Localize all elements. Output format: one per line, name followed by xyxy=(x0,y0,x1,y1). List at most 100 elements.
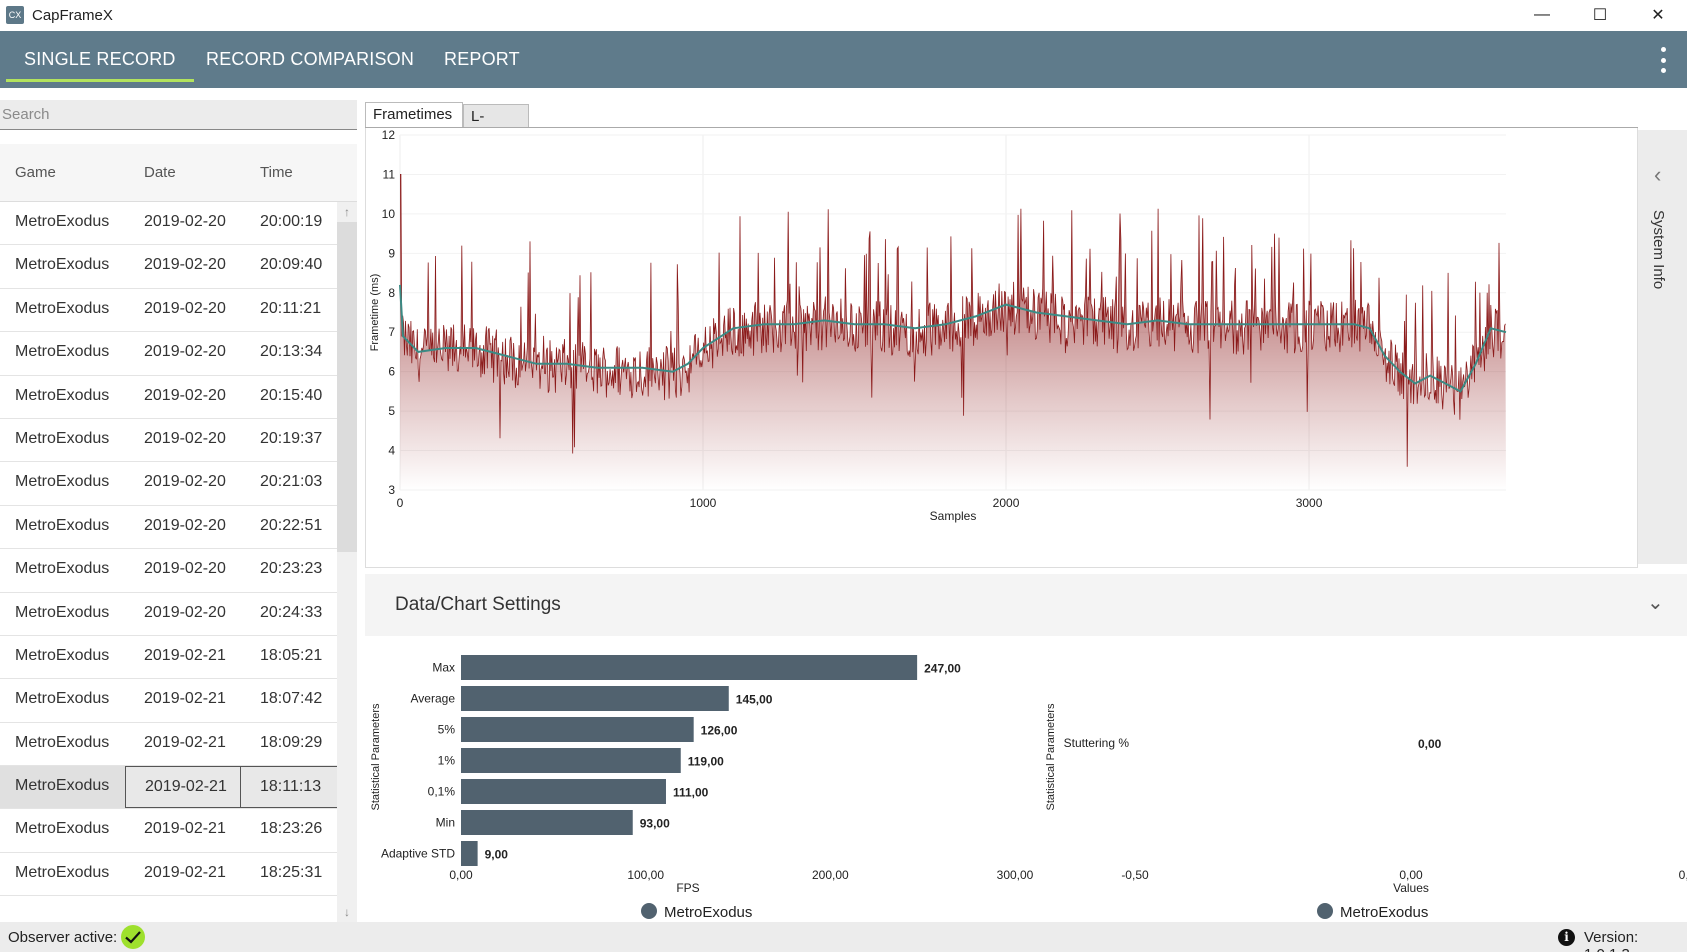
cell-time: 18:23:26 xyxy=(260,820,323,838)
x-tick-label: 3000 xyxy=(1296,496,1323,510)
system-info-panel[interactable]: ‹ System Info xyxy=(1638,130,1687,564)
category-label: 0,1% xyxy=(428,785,456,799)
frametime-chart[interactable]: 3 4 5 6 7 8 9 10 11 12 0 1000 2000 3000 Samples Frameti… xyxy=(365,128,1638,568)
minimize-button[interactable]: — xyxy=(1534,6,1550,23)
scroll-thumb[interactable] xyxy=(337,222,357,552)
table-row[interactable]: MetroExodus 2019-02-20 20:24:33 xyxy=(0,593,337,636)
tab-record-comparison[interactable]: RECORD COMPARISON xyxy=(206,49,415,69)
chevron-left-icon[interactable]: ‹ xyxy=(1654,162,1662,187)
cell-game: MetroExodus xyxy=(15,299,110,317)
scroll-down-icon[interactable]: ↓ xyxy=(344,905,350,919)
cell-time: 20:22:51 xyxy=(260,516,323,534)
chevron-down-icon[interactable]: ⌄ xyxy=(1647,592,1664,614)
cell-game: MetroExodus xyxy=(15,256,110,274)
x-tick-label: 0,00 xyxy=(449,868,473,882)
cell-date: 2019-02-21 xyxy=(125,766,247,809)
close-button[interactable]: ✕ xyxy=(1651,7,1665,24)
tab-report[interactable]: REPORT xyxy=(444,49,520,69)
system-info-label: System Info xyxy=(1650,210,1667,290)
cell-game: MetroExodus xyxy=(15,473,110,491)
column-header-date[interactable]: Date xyxy=(144,164,176,181)
table-row[interactable]: MetroExodus 2019-02-20 20:21:03 xyxy=(0,462,337,506)
cell-date: 2019-02-21 xyxy=(144,820,226,838)
table-row[interactable]: MetroExodus 2019-02-21 18:11:13 xyxy=(0,766,342,810)
x-axis-label: Samples xyxy=(930,509,977,523)
scroll-up-icon[interactable]: ↑ xyxy=(344,205,350,219)
tab-divider xyxy=(365,127,1638,128)
table-row[interactable]: MetroExodus 2019-02-20 20:13:34 xyxy=(0,332,337,376)
x-tick-label: -0,50 xyxy=(1121,868,1149,882)
table-row[interactable]: MetroExodus 2019-02-21 18:25:31 xyxy=(0,853,337,897)
legend-marker xyxy=(641,903,657,919)
cell-time: 20:11:21 xyxy=(260,299,322,317)
table-row[interactable]: MetroExodus 2019-02-20 20:09:40 xyxy=(0,245,337,289)
frametime-raw-series xyxy=(400,174,1506,467)
tab-frametimes[interactable]: Frametimes xyxy=(365,102,463,128)
frametime-moving-average xyxy=(399,284,1507,393)
list-scrollbar[interactable]: ↑ ↓ xyxy=(337,202,357,922)
legend-label: MetroExodus xyxy=(1340,904,1428,921)
table-row[interactable]: MetroExodus 2019-02-20 20:11:21 xyxy=(0,289,337,333)
value-label: 0,00 xyxy=(1418,737,1442,751)
cell-time: 18:07:42 xyxy=(260,690,323,708)
table-row[interactable]: MetroExodus 2019-02-20 20:15:40 xyxy=(0,376,337,419)
column-header-time[interactable]: Time xyxy=(260,164,293,181)
table-row[interactable]: MetroExodus 2019-02-21 18:07:42 xyxy=(0,679,337,723)
cell-date: 2019-02-20 xyxy=(144,213,226,230)
table-row[interactable]: MetroExodus 2019-02-20 20:19:37 xyxy=(0,419,337,463)
y-axis-label: Statistical Parameters xyxy=(370,703,382,810)
cell-time: 18:25:31 xyxy=(260,863,323,881)
x-tick-label: 1000 xyxy=(690,496,717,510)
category-label: Stuttering % xyxy=(1064,736,1130,750)
tab-l-shape[interactable]: L-shape xyxy=(463,104,529,142)
x-tick-label: 100,00 xyxy=(627,868,664,882)
cell-date: 2019-02-21 xyxy=(144,733,226,751)
table-row[interactable]: MetroExodus 2019-02-21 18:05:21 xyxy=(0,636,337,680)
window-title: CapFrameX xyxy=(32,6,113,24)
search-input[interactable] xyxy=(0,100,357,130)
statistics-bar-chart: Max 247,00 Average 145,00 5% 126,00 1% 119,00 0,… xyxy=(370,655,1034,921)
x-axis-label: FPS xyxy=(676,881,699,895)
x-tick-label: 0,00 xyxy=(1399,868,1423,882)
more-options-icon[interactable] xyxy=(1659,47,1667,73)
table-row[interactable]: MetroExodus 2019-02-21 18:23:26 xyxy=(0,809,337,853)
cell-game: MetroExodus xyxy=(15,429,110,447)
column-header-game[interactable]: Game xyxy=(15,164,56,181)
cell-game: MetroExodus xyxy=(15,516,110,534)
checkmark-icon xyxy=(121,925,145,949)
cell-time: 20:21:03 xyxy=(260,473,323,491)
value-label: 247,00 xyxy=(924,662,961,676)
cell-game: MetroExodus xyxy=(15,777,110,795)
x-axis-label: Values xyxy=(1393,881,1429,895)
settings-label: Data/Chart Settings xyxy=(395,594,561,615)
y-tick-label: 6 xyxy=(388,365,395,379)
table-row[interactable]: MetroExodus 2019-02-20 20:22:51 xyxy=(0,506,337,550)
observer-label: Observer active: xyxy=(8,929,118,946)
cell-time: 20:23:23 xyxy=(260,560,323,578)
info-icon[interactable]: i xyxy=(1558,929,1575,946)
cell-date: 2019-02-21 xyxy=(144,690,226,708)
table-header: Game Date Time xyxy=(0,144,357,202)
cell-game: MetroExodus xyxy=(15,560,110,578)
x-tick-label: 300,00 xyxy=(997,868,1034,882)
tab-single-record[interactable]: SINGLE RECORD xyxy=(6,31,194,88)
maximize-button[interactable]: ☐ xyxy=(1592,7,1608,24)
cell-game: MetroExodus xyxy=(15,646,110,664)
x-tick-label: 200,00 xyxy=(812,868,849,882)
value-label: 9,00 xyxy=(485,848,509,862)
y-tick-label: 7 xyxy=(388,325,395,339)
cell-game: MetroExodus xyxy=(15,863,110,881)
y-tick-label: 3 xyxy=(388,483,395,497)
y-tick-label: 5 xyxy=(388,404,395,418)
data-chart-settings-expander[interactable]: Data/Chart Settings ⌄ xyxy=(365,574,1687,636)
table-row[interactable]: MetroExodus 2019-02-20 20:00:19 xyxy=(0,202,337,246)
y-tick-label: 8 xyxy=(388,286,395,300)
version-label: Version: 1.0.1.3 xyxy=(1584,929,1639,952)
cell-date: 2019-02-20 xyxy=(144,256,226,274)
table-row[interactable]: MetroExodus 2019-02-21 18:09:29 xyxy=(0,723,337,767)
value-label: 119,00 xyxy=(688,755,724,769)
legend-marker xyxy=(1317,903,1333,919)
bar xyxy=(461,779,666,804)
cell-date: 2019-02-20 xyxy=(144,603,226,621)
table-row[interactable]: MetroExodus 2019-02-20 20:23:23 xyxy=(0,549,337,593)
